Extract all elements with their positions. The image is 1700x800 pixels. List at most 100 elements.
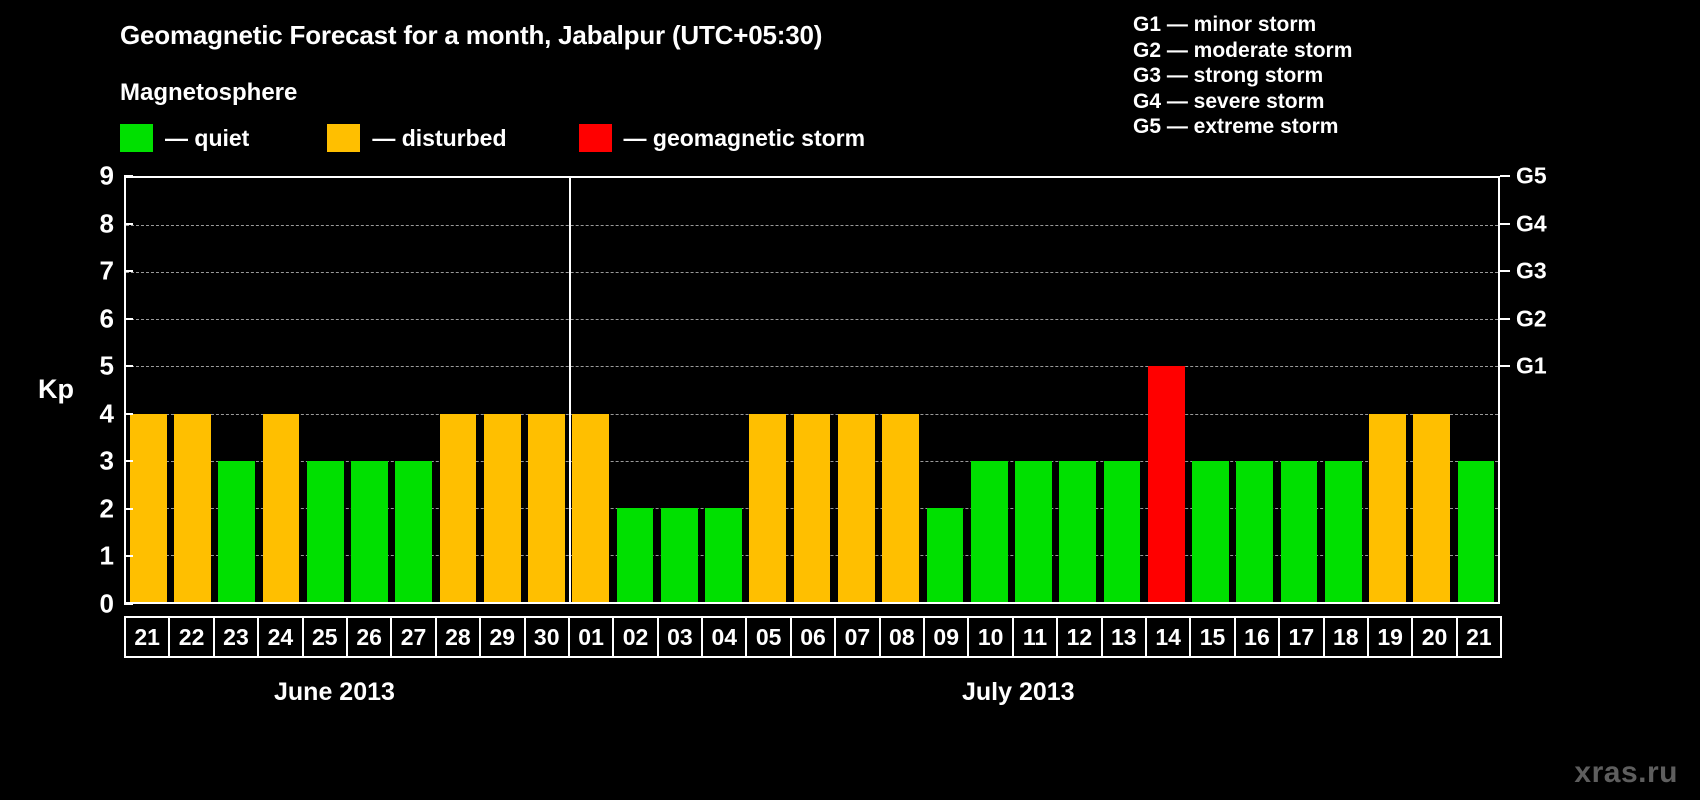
date-cell-11: 11 xyxy=(1011,616,1059,658)
g-tick-label-g3: G3 xyxy=(1516,257,1547,284)
g-tick-label-g1: G1 xyxy=(1516,352,1547,379)
bar-slot xyxy=(1277,178,1321,602)
bar-29 xyxy=(483,413,521,602)
gridline-7 xyxy=(126,272,1498,274)
bar-30 xyxy=(528,413,565,602)
bar-series xyxy=(126,178,1498,602)
gscale-legend: G1 — minor storm G2 — moderate storm G3 … xyxy=(1133,12,1352,140)
date-cell-21: 21 xyxy=(124,616,171,658)
date-cell-01: 01 xyxy=(567,616,615,658)
plot-area xyxy=(124,176,1500,604)
date-cell-10: 10 xyxy=(967,616,1014,658)
bar-22 xyxy=(174,413,211,602)
y-tick-mark-5 xyxy=(124,365,133,368)
date-cell-26: 26 xyxy=(345,616,393,658)
bar-slot xyxy=(569,178,613,602)
y-tick-mark-6 xyxy=(124,317,133,320)
g-tick-label-g2: G2 xyxy=(1516,305,1547,332)
g-tick-label-g5: G5 xyxy=(1516,162,1547,189)
bar-01 xyxy=(572,413,610,602)
gridline-6 xyxy=(126,319,1498,321)
bar-14 xyxy=(1147,366,1185,602)
legend-swatch-disturbed-icon xyxy=(327,124,361,152)
date-cell-04: 04 xyxy=(701,616,748,658)
date-cell-30: 30 xyxy=(523,616,570,658)
bar-03 xyxy=(660,507,698,602)
bar-slot xyxy=(259,178,303,602)
bar-slot xyxy=(790,178,834,602)
y-tick-label-6: 6 xyxy=(99,303,114,334)
plot-inner xyxy=(126,178,1498,602)
watermark: xras.ru xyxy=(1574,756,1678,789)
date-cell-16: 16 xyxy=(1233,616,1281,658)
bar-06 xyxy=(793,413,831,602)
date-cell-19: 19 xyxy=(1366,616,1414,658)
magnetosphere-section-label: Magnetosphere xyxy=(120,79,298,106)
bar-23 xyxy=(218,460,256,602)
legend-label-disturbed: — disturbed xyxy=(372,124,507,151)
bar-13 xyxy=(1103,460,1141,602)
date-cell-25: 25 xyxy=(301,616,348,658)
bar-slot xyxy=(923,178,967,602)
y-tick-label-7: 7 xyxy=(99,255,114,286)
bar-slot xyxy=(524,178,568,602)
bar-slot xyxy=(480,178,524,602)
date-cell-02: 02 xyxy=(612,616,659,658)
bar-16 xyxy=(1236,460,1274,602)
y-tick-label-0: 0 xyxy=(99,588,114,619)
gscale-line-g2: G2 — moderate storm xyxy=(1133,38,1353,62)
date-cell-06: 06 xyxy=(789,616,837,658)
date-cell-03: 03 xyxy=(656,616,704,658)
date-cell-09: 09 xyxy=(923,616,970,658)
bar-21 xyxy=(1457,460,1495,602)
bar-slot xyxy=(613,178,657,602)
bar-18 xyxy=(1324,460,1362,602)
bar-slot xyxy=(1233,178,1277,602)
bar-10 xyxy=(970,460,1008,602)
y-tick-mark-0 xyxy=(124,603,133,605)
g-axis-labels: G1 G2 G3 G4 G5 xyxy=(1516,163,1576,604)
y-tick-mark-4 xyxy=(124,412,133,415)
date-cell-20: 20 xyxy=(1411,616,1458,658)
g-tick-mark-g1 xyxy=(1500,365,1510,368)
g-tick-mark-g4 xyxy=(1500,222,1510,225)
y-tick-label-8: 8 xyxy=(99,208,114,239)
date-cell-28: 28 xyxy=(434,616,482,658)
bar-slot xyxy=(215,178,259,602)
date-axis: 21 22 23 24 25 26 27 28 29 30 01 02 03 04 05 06 07 08 09 10… xyxy=(124,616,1503,658)
legend-label-storm: — geomagnetic storm xyxy=(623,124,866,151)
legend: — quiet — disturbed — geomagnetic storm xyxy=(120,124,865,152)
bar-slot xyxy=(303,178,347,602)
bar-08 xyxy=(882,413,920,602)
date-cell-22: 22 xyxy=(168,616,215,658)
y-tick-label-5: 5 xyxy=(99,350,114,381)
bar-04 xyxy=(705,507,742,602)
gscale-line-g3: G3 — strong storm xyxy=(1133,64,1324,88)
date-cell-08: 08 xyxy=(878,616,926,658)
bar-slot xyxy=(436,178,480,602)
g-tick-mark-g5 xyxy=(1500,175,1510,177)
bar-slot xyxy=(1100,178,1144,602)
bar-07 xyxy=(838,413,875,602)
month-divider xyxy=(568,178,571,602)
legend-item-quiet: — quiet xyxy=(120,124,249,152)
gscale-line-g4: G4 — severe storm xyxy=(1133,89,1325,113)
date-cell-18: 18 xyxy=(1322,616,1369,658)
date-cell-05: 05 xyxy=(745,616,792,658)
y-tick-mark-8 xyxy=(124,222,133,225)
date-cell-24: 24 xyxy=(257,616,304,658)
bar-12 xyxy=(1059,460,1097,602)
bar-09 xyxy=(926,507,964,602)
bar-28 xyxy=(439,413,477,602)
bar-24 xyxy=(262,413,300,602)
gridline-8 xyxy=(126,225,1498,227)
g-tick-label-g4: G4 xyxy=(1516,210,1547,237)
date-cell-27: 27 xyxy=(390,616,437,658)
y-axis-title: Kp xyxy=(38,374,74,404)
bar-17 xyxy=(1280,460,1318,602)
bar-19 xyxy=(1369,413,1406,602)
bar-slot xyxy=(746,178,790,602)
bar-slot xyxy=(1144,178,1188,602)
date-cell-21: 21 xyxy=(1455,616,1503,658)
y-tick-mark-7 xyxy=(124,270,133,273)
